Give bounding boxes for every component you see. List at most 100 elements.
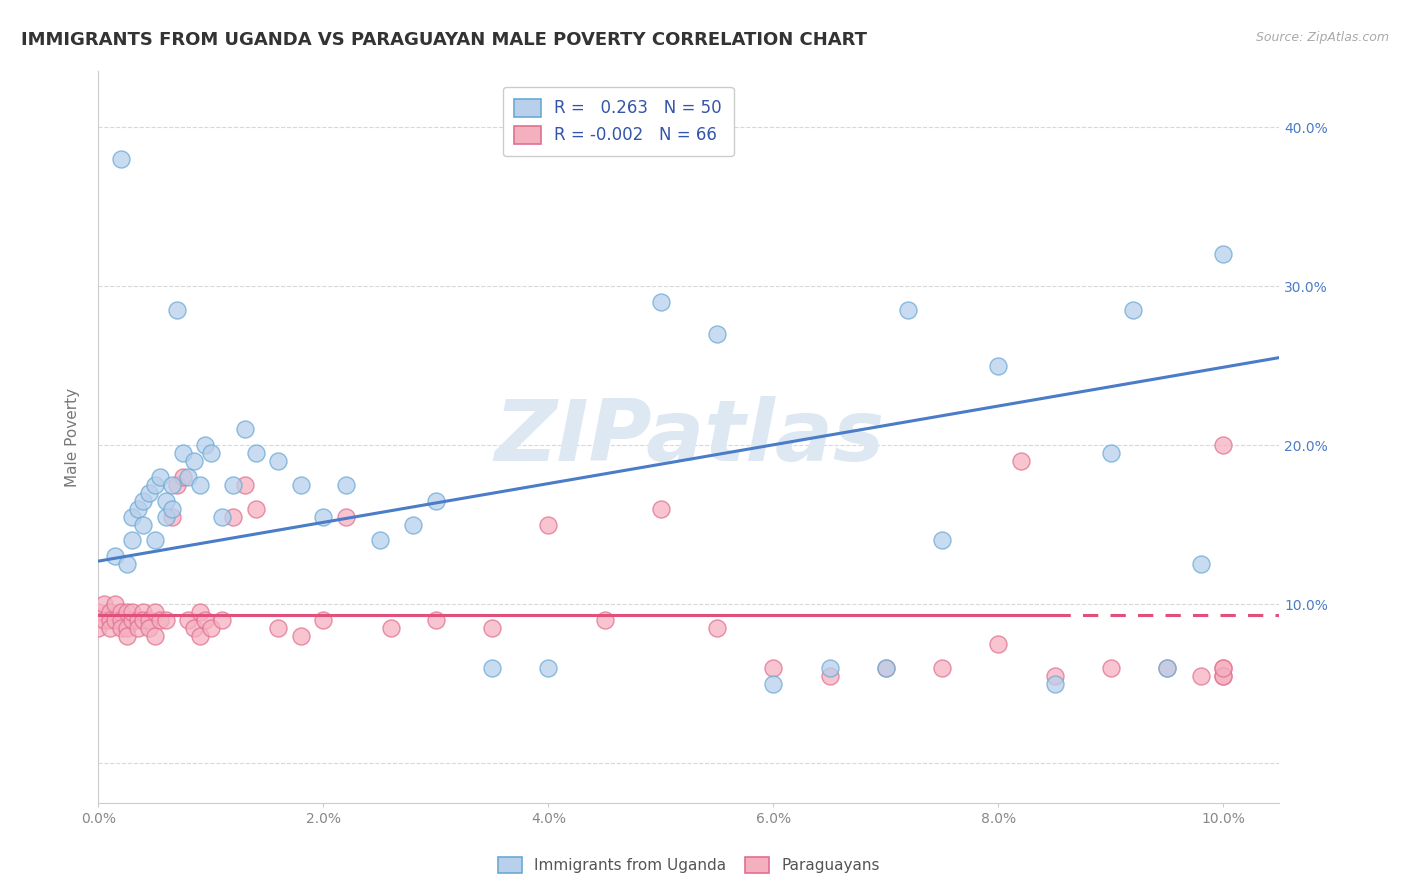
Point — [233, 477, 256, 491]
Point — [160, 509, 183, 524]
Point — [537, 660, 560, 674]
Point — [149, 470, 172, 484]
Point — [200, 446, 222, 460]
Point — [312, 509, 335, 524]
Point — [143, 533, 166, 548]
Point — [155, 509, 177, 524]
Point — [1189, 558, 1212, 572]
Point — [650, 294, 672, 309]
Point — [177, 470, 200, 484]
Point — [481, 660, 503, 674]
Point — [245, 501, 267, 516]
Point — [425, 493, 447, 508]
Point — [127, 621, 149, 635]
Point — [87, 621, 110, 635]
Point — [267, 454, 290, 468]
Point — [1212, 660, 1234, 674]
Point — [380, 621, 402, 635]
Point — [368, 533, 391, 548]
Point — [98, 621, 121, 635]
Point — [987, 637, 1010, 651]
Point — [132, 517, 155, 532]
Point — [110, 152, 132, 166]
Point — [1212, 438, 1234, 452]
Point — [1212, 660, 1234, 674]
Point — [1156, 660, 1178, 674]
Point — [132, 605, 155, 619]
Point — [138, 621, 160, 635]
Point — [166, 302, 188, 317]
Point — [155, 493, 177, 508]
Point — [335, 509, 357, 524]
Point — [104, 549, 127, 564]
Point — [1043, 668, 1066, 682]
Point — [931, 533, 953, 548]
Point — [312, 613, 335, 627]
Point — [222, 477, 245, 491]
Point — [143, 477, 166, 491]
Point — [177, 613, 200, 627]
Point — [98, 605, 121, 619]
Point — [121, 509, 143, 524]
Point — [897, 302, 920, 317]
Point — [706, 326, 728, 341]
Point — [194, 438, 217, 452]
Point — [149, 613, 172, 627]
Point — [290, 629, 312, 643]
Point — [706, 621, 728, 635]
Point — [143, 605, 166, 619]
Point — [402, 517, 425, 532]
Point — [132, 493, 155, 508]
Point — [335, 477, 357, 491]
Point — [188, 477, 211, 491]
Point — [290, 477, 312, 491]
Point — [267, 621, 290, 635]
Point — [155, 613, 177, 627]
Point — [188, 629, 211, 643]
Point — [104, 613, 127, 627]
Text: IMMIGRANTS FROM UGANDA VS PARAGUAYAN MALE POVERTY CORRELATION CHART: IMMIGRANTS FROM UGANDA VS PARAGUAYAN MAL… — [21, 31, 868, 49]
Point — [115, 629, 138, 643]
Point — [211, 509, 233, 524]
Point — [110, 605, 132, 619]
Point — [138, 613, 160, 627]
Point — [818, 660, 841, 674]
Point — [121, 613, 143, 627]
Point — [104, 597, 127, 611]
Point — [245, 446, 267, 460]
Point — [166, 477, 188, 491]
Point — [98, 613, 121, 627]
Point — [127, 501, 149, 516]
Point — [110, 613, 132, 627]
Point — [87, 605, 110, 619]
Point — [233, 422, 256, 436]
Point — [222, 509, 245, 524]
Point — [1010, 454, 1032, 468]
Point — [183, 454, 205, 468]
Point — [132, 613, 155, 627]
Point — [762, 676, 785, 690]
Point — [160, 501, 183, 516]
Point — [160, 477, 183, 491]
Point — [1099, 660, 1122, 674]
Point — [211, 613, 233, 627]
Point — [762, 660, 785, 674]
Point — [110, 621, 132, 635]
Point — [931, 660, 953, 674]
Point — [115, 558, 138, 572]
Point — [93, 613, 115, 627]
Point — [425, 613, 447, 627]
Point — [194, 613, 217, 627]
Point — [1122, 302, 1144, 317]
Point — [1189, 668, 1212, 682]
Point — [1212, 247, 1234, 261]
Point — [121, 605, 143, 619]
Point — [143, 629, 166, 643]
Text: Source: ZipAtlas.com: Source: ZipAtlas.com — [1256, 31, 1389, 45]
Point — [121, 533, 143, 548]
Text: ZIPatlas: ZIPatlas — [494, 395, 884, 479]
Point — [875, 660, 897, 674]
Legend: Immigrants from Uganda, Paraguayans: Immigrants from Uganda, Paraguayans — [492, 850, 886, 880]
Point — [172, 446, 194, 460]
Point — [115, 605, 138, 619]
